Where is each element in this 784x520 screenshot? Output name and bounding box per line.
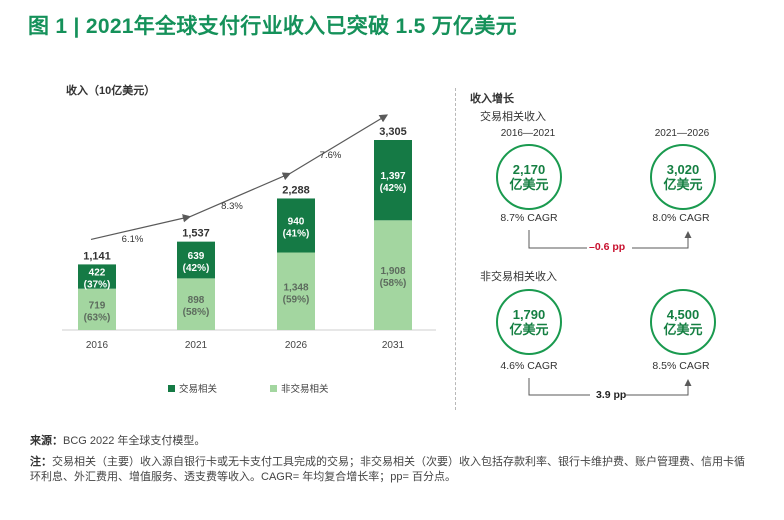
revenue-bar-chart: 收入（10亿美元）719(63%)422(37%)1,1412016898(58… xyxy=(62,83,436,395)
bar-transaction-2021 xyxy=(177,241,215,279)
transaction-revenue-title: 交易相关收入 xyxy=(480,111,546,123)
growth-arrow xyxy=(189,172,292,218)
circle-value: 4,500 xyxy=(666,307,700,322)
left-period-label: 2016—2021 xyxy=(500,128,556,139)
transaction-right-cagr: 8.0% CAGR xyxy=(652,212,710,224)
non-transaction-right-value-circle: 4,500 亿美元 xyxy=(650,289,716,355)
figure-title: 图 1 | 2021年全球支付行业收入已突破 1.5 万亿美元 xyxy=(28,15,517,38)
bar-total-label: 2,288 xyxy=(282,184,310,196)
transaction-right-value-circle: 3,020 亿美元 xyxy=(650,144,716,210)
panel-divider xyxy=(455,88,456,410)
transaction-share-label: (37%) xyxy=(84,280,111,291)
note-label: 注： xyxy=(30,456,52,468)
non-transaction-cagr-difference: 3.9 pp xyxy=(596,389,627,401)
transaction-value-label: 639 xyxy=(188,251,205,262)
non-transaction-share-label: (58%) xyxy=(380,278,407,289)
transaction-left-cagr: 8.7% CAGR xyxy=(500,212,558,224)
non-transaction-right-cagr: 8.5% CAGR xyxy=(652,360,710,372)
transaction-connector-left xyxy=(528,230,587,249)
bar-total-label: 1,141 xyxy=(83,250,111,262)
transaction-share-label: (42%) xyxy=(183,263,210,274)
non-transaction-value-label: 719 xyxy=(89,300,106,311)
figure-notes: 来源：BCG 2022 年全球支付模型。 注：交易相关（主要）收入源自银行卡或无… xyxy=(30,434,755,491)
legend-swatch-non-transaction xyxy=(270,385,277,392)
source-line: 来源：BCG 2022 年全球支付模型。 xyxy=(30,434,755,449)
growth-arrow xyxy=(289,114,389,174)
growth-rate-label: 6.1% xyxy=(122,234,144,245)
transaction-value-label: 1,397 xyxy=(380,171,405,182)
circle-value: 2,170 xyxy=(512,162,546,177)
circle-unit: 亿美元 xyxy=(509,177,549,192)
bar-transaction-2016 xyxy=(78,264,116,289)
right-period-label: 2021—2026 xyxy=(654,128,710,139)
bar-transaction-2026 xyxy=(277,198,315,253)
circle-unit: 亿美元 xyxy=(663,177,703,192)
legend-label: 交易相关 xyxy=(179,383,218,395)
transaction-connector-right xyxy=(632,231,692,249)
note-text: 交易相关（主要）收入源自银行卡或无卡支付工具完成的交易；非交易相关（次要）收入包… xyxy=(30,456,745,483)
transaction-value-label: 422 xyxy=(89,268,106,279)
non-transaction-revenue-title: 非交易相关收入 xyxy=(480,271,557,283)
growth-rate-label: 7.6% xyxy=(320,150,342,161)
x-tick-label: 2016 xyxy=(86,340,109,351)
transaction-left-value-circle: 2,170 亿美元 xyxy=(496,144,562,210)
non-transaction-value-label: 1,348 xyxy=(283,282,308,293)
bar-non-transaction-2026 xyxy=(277,252,315,330)
source-label: 来源： xyxy=(30,435,63,447)
growth-arrow xyxy=(90,214,192,240)
bar-transaction-2031 xyxy=(374,140,412,221)
non-transaction-share-label: (63%) xyxy=(84,312,111,323)
bar-total-label: 3,305 xyxy=(379,126,407,138)
circle-unit: 亿美元 xyxy=(509,322,549,337)
legend-swatch-transaction xyxy=(168,385,175,392)
x-tick-label: 2031 xyxy=(382,340,405,351)
non-transaction-share-label: (59%) xyxy=(283,294,310,305)
non-transaction-left-cagr: 4.6% CAGR xyxy=(500,360,558,372)
non-transaction-value-label: 898 xyxy=(188,295,205,306)
bar-non-transaction-2016 xyxy=(78,288,116,330)
non-transaction-connector-left xyxy=(528,378,590,396)
legend-label: 非交易相关 xyxy=(281,383,329,395)
x-tick-label: 2021 xyxy=(185,340,208,351)
growth-rate-label: 8.3% xyxy=(221,201,243,212)
non-transaction-connector-right xyxy=(626,379,692,396)
y-axis-title: 收入（10亿美元） xyxy=(66,83,155,97)
bar-non-transaction-2031 xyxy=(374,220,412,330)
transaction-cagr-difference: –0.6 pp xyxy=(589,241,626,253)
non-transaction-value-label: 1,908 xyxy=(380,266,405,277)
bar-total-label: 1,537 xyxy=(182,228,210,240)
transaction-share-label: (41%) xyxy=(283,228,310,239)
circle-unit: 亿美元 xyxy=(663,322,703,337)
source-text: BCG 2022 年全球支付模型。 xyxy=(63,435,206,447)
bar-non-transaction-2021 xyxy=(177,278,215,330)
growth-panel-title: 收入增长 xyxy=(470,93,514,105)
circle-value: 3,020 xyxy=(666,162,700,177)
non-transaction-left-value-circle: 1,790 亿美元 xyxy=(496,289,562,355)
x-tick-label: 2026 xyxy=(285,340,308,351)
growth-connector-lines xyxy=(528,230,692,396)
note-line: 注：交易相关（主要）收入源自银行卡或无卡支付工具完成的交易；非交易相关（次要）收… xyxy=(30,455,755,485)
transaction-value-label: 940 xyxy=(288,216,305,227)
non-transaction-share-label: (58%) xyxy=(183,307,210,318)
circle-value: 1,790 xyxy=(512,307,546,322)
transaction-share-label: (42%) xyxy=(380,183,407,194)
